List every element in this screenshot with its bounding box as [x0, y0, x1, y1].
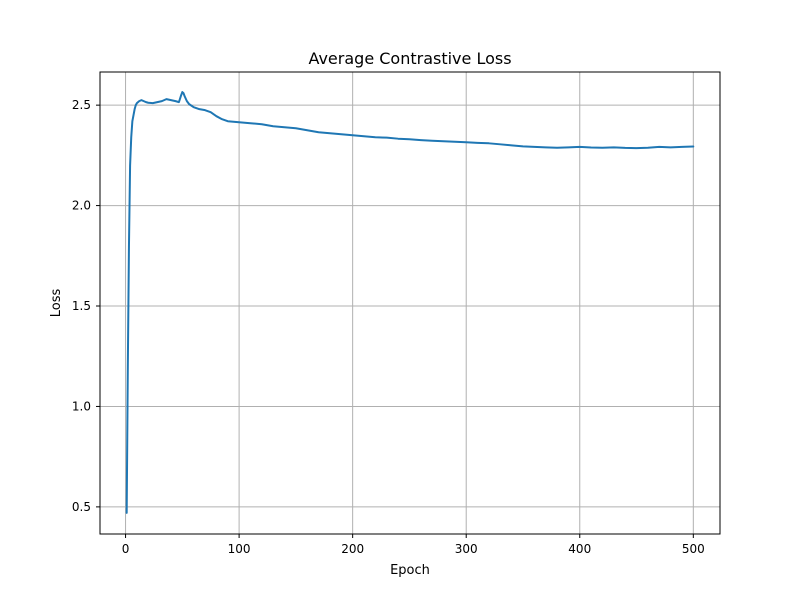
- x-tick-label: 0: [122, 542, 130, 556]
- x-tick-label: 500: [682, 542, 705, 556]
- x-tick-label: 100: [228, 542, 251, 556]
- y-tick-label: 1.0: [72, 399, 91, 413]
- y-tick-label: 0.5: [72, 500, 91, 514]
- series-layer: [125, 91, 695, 514]
- x-axis-ticks: 0 100 200 300 400 500: [122, 534, 705, 556]
- series-line: [125, 91, 695, 514]
- x-tick-label: 300: [455, 542, 478, 556]
- y-axis-label: Loss: [49, 289, 64, 318]
- y-tick-label: 2.5: [72, 98, 91, 112]
- x-tick-label: 200: [341, 542, 364, 556]
- x-axis-label: Epoch: [390, 563, 430, 578]
- grid: [100, 72, 720, 534]
- x-tick-label: 400: [568, 542, 591, 556]
- y-tick-label: 2.0: [72, 199, 91, 213]
- plot-frame: [99, 71, 721, 535]
- y-tick-label: 1.5: [72, 299, 91, 313]
- y-axis-ticks: 0.5 1.0 1.5 2.0 2.5: [72, 98, 100, 514]
- chart-title: Average Contrastive Loss: [308, 49, 511, 68]
